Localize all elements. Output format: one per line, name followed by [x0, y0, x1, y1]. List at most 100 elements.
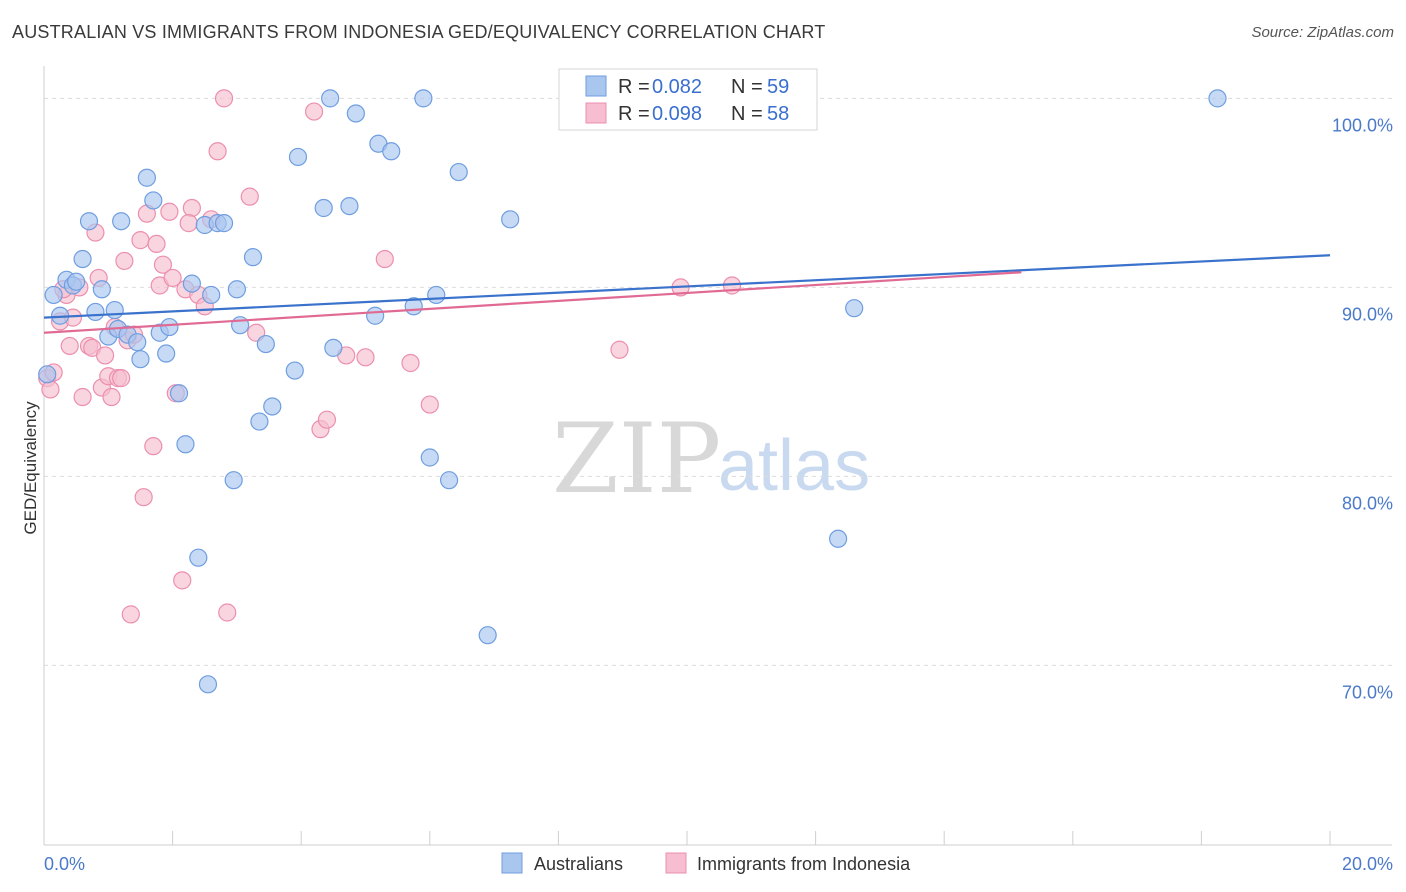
- point-indonesia: [160, 202, 179, 221]
- legend-r-label-1: R =: [618, 76, 650, 98]
- watermark: ZIP atlas: [552, 403, 870, 515]
- point-australians: [92, 280, 111, 299]
- y-tick-label: 100.0%: [1332, 115, 1393, 135]
- point-indonesia: [375, 249, 394, 269]
- point-australians: [79, 212, 99, 231]
- point-australians: [414, 89, 433, 108]
- point-australians: [144, 191, 163, 210]
- legend-n-value-2: 58: [767, 103, 789, 125]
- point-indonesia: [112, 369, 131, 388]
- bottom-legend-swatch-australians: [501, 852, 523, 874]
- series-legend: Australians Immigrants from Indonesia: [501, 852, 911, 874]
- point-australians: [86, 302, 105, 322]
- point-indonesia: [401, 353, 420, 373]
- x-tick-label: 0.0%: [44, 854, 85, 874]
- point-indonesia: [356, 348, 375, 367]
- point-australians: [845, 299, 864, 318]
- point-indonesia: [208, 142, 227, 161]
- point-australians: [501, 210, 520, 229]
- point-australians: [324, 338, 343, 357]
- point-indonesia: [131, 231, 150, 250]
- point-indonesia: [304, 102, 324, 121]
- point-indonesia: [115, 251, 134, 271]
- point-australians: [427, 285, 446, 305]
- trend-line-australians: [43, 254, 1331, 319]
- bottom-legend-australians: Australians: [534, 854, 623, 874]
- point-australians: [198, 675, 218, 694]
- legend-swatch-indonesia: [585, 102, 607, 124]
- stats-legend: R = 0.082 N = 59 R = 0.098 N = 58: [558, 68, 818, 131]
- point-australians: [189, 548, 208, 567]
- legend-n-label-2: N =: [731, 103, 763, 125]
- point-australians: [314, 198, 333, 218]
- point-australians: [112, 212, 131, 231]
- x-tick-labels: 0.0% 20.0%: [44, 854, 1393, 874]
- point-australians: [131, 350, 150, 369]
- grid-lines: [44, 97, 1392, 666]
- point-australians: [224, 471, 243, 490]
- point-australians: [160, 317, 179, 337]
- point-australians: [169, 384, 189, 403]
- y-tick-labels: 100.0% 90.0% 80.0% 70.0%: [1332, 115, 1393, 702]
- legend-swatch-australians: [585, 75, 607, 97]
- point-indonesia: [182, 198, 201, 218]
- point-indonesia: [60, 336, 79, 356]
- point-australians: [1208, 89, 1227, 108]
- bottom-legend-indonesia: Immigrants from Indonesia: [697, 854, 911, 874]
- point-australians: [44, 285, 63, 305]
- point-australians: [829, 529, 848, 548]
- point-australians: [38, 365, 57, 384]
- source-label: Source: ZipAtlas.com: [1251, 24, 1394, 41]
- y-axis-label: GED/Equivalency: [21, 401, 40, 535]
- point-australians: [321, 89, 340, 108]
- watermark-atlas: atlas: [718, 426, 870, 506]
- point-australians: [288, 147, 308, 167]
- point-australians: [478, 626, 497, 645]
- point-indonesia: [73, 387, 92, 407]
- x-tick-label: 20.0%: [1342, 854, 1393, 874]
- point-indonesia: [179, 214, 198, 233]
- point-australians: [285, 361, 304, 380]
- y-tick-label: 90.0%: [1342, 304, 1393, 324]
- point-australians: [105, 300, 124, 320]
- point-indonesia: [317, 410, 337, 429]
- y-tick-label: 80.0%: [1342, 493, 1393, 513]
- point-indonesia: [147, 234, 166, 254]
- point-indonesia: [134, 488, 153, 507]
- point-indonesia: [163, 268, 182, 288]
- point-indonesia: [610, 340, 629, 359]
- point-australians: [73, 249, 92, 269]
- point-australians: [202, 285, 221, 305]
- point-indonesia: [121, 605, 140, 624]
- point-australians: [340, 196, 359, 216]
- trend-lines: [43, 254, 1331, 334]
- point-australians: [250, 412, 269, 431]
- point-australians: [137, 168, 156, 187]
- point-australians: [263, 397, 282, 416]
- point-australians: [346, 104, 365, 123]
- chart-title: AUSTRALIAN VS IMMIGRANTS FROM INDONESIA …: [12, 22, 826, 42]
- trend-line-indonesia: [43, 271, 1022, 334]
- point-indonesia: [218, 603, 237, 622]
- point-australians: [182, 274, 201, 293]
- scatter-points: [38, 89, 1227, 694]
- axes: [43, 66, 1392, 846]
- point-australians: [227, 280, 246, 299]
- legend-r-value-1: 0.082: [652, 76, 702, 98]
- point-indonesia: [153, 255, 173, 274]
- point-australians: [176, 435, 195, 454]
- point-australians: [366, 306, 385, 325]
- point-australians: [67, 272, 86, 291]
- point-indonesia: [102, 387, 121, 407]
- point-australians: [157, 344, 176, 363]
- y-tick-label: 70.0%: [1342, 682, 1393, 702]
- legend-r-value-2: 0.098: [652, 103, 702, 125]
- point-australians: [256, 334, 275, 354]
- point-australians: [449, 162, 468, 182]
- point-australians: [420, 448, 439, 467]
- point-indonesia: [41, 380, 60, 399]
- legend-n-label-1: N =: [731, 76, 763, 98]
- point-indonesia: [214, 89, 234, 108]
- point-australians: [128, 333, 147, 352]
